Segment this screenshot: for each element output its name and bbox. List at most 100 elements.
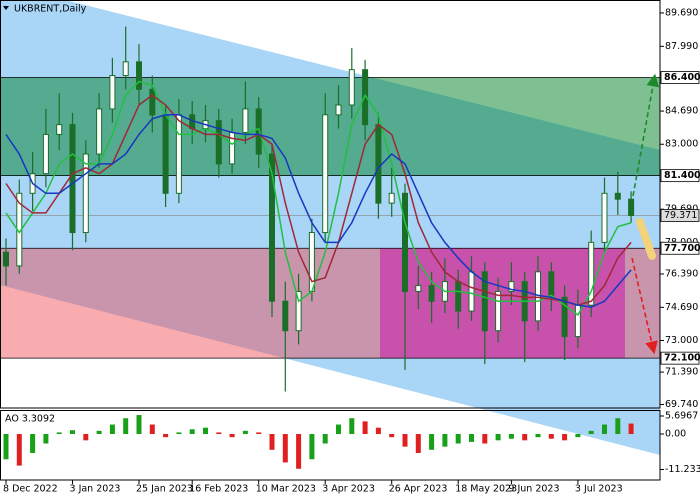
candle-body bbox=[601, 192, 608, 243]
x-tick-label: 10 Mar 2023 bbox=[256, 484, 316, 495]
ao-bar bbox=[56, 432, 62, 435]
candle-body bbox=[295, 290, 302, 332]
price-label-box bbox=[660, 209, 700, 222]
ao-bar bbox=[469, 434, 474, 442]
x-tick-label: 8 Dec 2022 bbox=[3, 484, 58, 495]
chart-title: UKBRENT,Daily bbox=[14, 4, 87, 15]
ao-bar bbox=[176, 432, 182, 435]
candle-body bbox=[574, 304, 581, 338]
ao-bar bbox=[189, 429, 195, 435]
ao-bar bbox=[3, 434, 9, 460]
ao-bar bbox=[256, 432, 262, 435]
moving-average bbox=[5, 80, 632, 317]
level-label: 81.400 bbox=[664, 170, 700, 181]
candle-body bbox=[375, 124, 382, 204]
ao-bar bbox=[562, 434, 568, 441]
level-label: 86.400 bbox=[664, 72, 700, 83]
ao-tick-label: -11.2336 bbox=[665, 464, 700, 475]
y-tick-label: 89.690 bbox=[665, 7, 698, 18]
candle-body bbox=[614, 192, 621, 200]
ao-bar bbox=[109, 424, 115, 435]
level-label: 72.100 bbox=[664, 353, 700, 364]
candle-body bbox=[481, 271, 488, 332]
ao-bar bbox=[495, 434, 501, 441]
ao-bar bbox=[269, 434, 275, 450]
candle-body bbox=[215, 120, 222, 165]
ao-bar bbox=[628, 423, 634, 435]
projection-band bbox=[636, 218, 656, 260]
up-arrow bbox=[632, 73, 660, 197]
candle-body bbox=[56, 124, 63, 135]
candle-body bbox=[322, 114, 329, 234]
ao-bar bbox=[336, 424, 341, 435]
title-icon bbox=[3, 6, 9, 10]
y-tick-label: 83.000 bbox=[665, 139, 698, 150]
candle-body bbox=[468, 271, 475, 312]
candle-body bbox=[508, 281, 515, 292]
x-tick-label: 25 Jan 2023 bbox=[136, 484, 193, 495]
ao-bar bbox=[309, 434, 315, 460]
y-tick-label: 73.000 bbox=[665, 335, 698, 346]
candle-body bbox=[548, 271, 555, 298]
ao-bar bbox=[16, 434, 22, 466]
candle-body bbox=[335, 104, 342, 116]
y-tick-label: 87.990 bbox=[665, 41, 698, 52]
candle-body bbox=[415, 285, 422, 292]
ao-bar bbox=[482, 434, 488, 444]
ao-bar bbox=[229, 434, 235, 438]
ao-bar bbox=[296, 434, 302, 469]
indicator-frame bbox=[0, 410, 661, 481]
ao-bar bbox=[136, 415, 142, 435]
indicator-title: AO 3.3092 bbox=[5, 414, 55, 425]
candle-body bbox=[3, 251, 9, 267]
ao-bar bbox=[375, 427, 381, 435]
ao-bar bbox=[522, 434, 528, 441]
ao-bar bbox=[30, 434, 36, 453]
ao-bar bbox=[96, 430, 102, 435]
forecast-arrows bbox=[631, 73, 660, 355]
y-tick-label: 71.390 bbox=[665, 367, 698, 378]
candle-body bbox=[122, 61, 129, 77]
x-tick-label: 16 Feb 2023 bbox=[189, 484, 248, 495]
level-label-box bbox=[660, 71, 700, 84]
candle-body bbox=[388, 192, 395, 204]
ao-bar bbox=[83, 434, 89, 441]
candle-body bbox=[269, 153, 275, 302]
ao-bar bbox=[149, 424, 155, 435]
candle-body bbox=[96, 108, 103, 155]
candle-body bbox=[109, 75, 116, 110]
x-tick-label: 26 Apr 2023 bbox=[389, 484, 448, 495]
candle-body bbox=[588, 241, 595, 306]
ao-bar bbox=[548, 434, 554, 439]
ao-bar bbox=[442, 434, 448, 447]
ao-bar bbox=[43, 434, 49, 444]
moving-average bbox=[5, 114, 632, 308]
candle-body bbox=[455, 281, 462, 312]
ao-bar bbox=[70, 430, 75, 435]
candle-body bbox=[136, 61, 142, 90]
y-tick-label: 76.390 bbox=[665, 268, 698, 279]
x-tick-label: 18 May 2023 bbox=[455, 484, 517, 495]
level-label: 77.700 bbox=[664, 243, 700, 254]
ao-bar bbox=[203, 427, 208, 435]
candle-body bbox=[242, 108, 249, 133]
x-tick-label: 3 Jan 2023 bbox=[70, 484, 121, 495]
candle-body bbox=[69, 124, 76, 234]
level-label-box bbox=[660, 169, 700, 183]
level-label-box bbox=[660, 351, 700, 365]
candle-body bbox=[308, 232, 315, 292]
ao-bar bbox=[588, 430, 594, 435]
candle-body bbox=[348, 69, 355, 106]
candle-body bbox=[255, 108, 262, 155]
candle-body bbox=[628, 198, 635, 216]
ao-bar bbox=[282, 434, 288, 463]
ao-tick-label: 0.00 bbox=[665, 429, 686, 440]
x-tick-label: 3 Jul 2023 bbox=[575, 484, 623, 495]
candle-body bbox=[402, 192, 408, 292]
candle-body bbox=[162, 114, 169, 194]
ao-bar bbox=[349, 418, 355, 435]
candle-body bbox=[495, 290, 502, 332]
candle-body bbox=[42, 133, 49, 175]
ao-bar bbox=[429, 434, 435, 450]
